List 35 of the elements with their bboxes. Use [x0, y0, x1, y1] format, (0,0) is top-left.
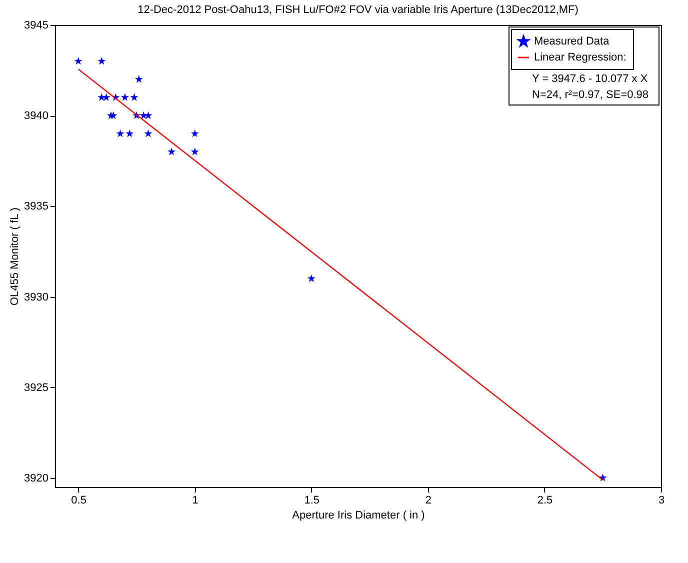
point [307, 274, 316, 282]
point [74, 57, 82, 65]
annotation: N=24, r²=0.97, SE=0.98 [532, 89, 648, 101]
point [168, 148, 176, 156]
point [98, 93, 106, 101]
legend-label: Measured Data [534, 36, 610, 48]
y-tick-label: 3940 [24, 110, 48, 122]
point [144, 111, 152, 119]
x-tick-label: 3 [658, 494, 665, 506]
point [109, 111, 118, 119]
x-tick-label: 1 [192, 494, 198, 506]
point [190, 130, 199, 138]
y-tick-label: 3930 [24, 291, 48, 304]
y-tick-label: 3925 [24, 382, 48, 394]
point [126, 130, 134, 138]
y-tick-label: 3935 [24, 200, 48, 213]
point [116, 130, 124, 138]
point [134, 75, 143, 83]
x-tick-label: 2.5 [537, 494, 553, 506]
legend-label: Linear Regression: [534, 52, 626, 64]
x-tick-label: 2 [425, 494, 432, 506]
x-tick-label: 1.5 [304, 494, 320, 506]
point [144, 130, 152, 138]
y-tick-label: 3945 [24, 20, 48, 32]
point [98, 57, 106, 65]
point [190, 148, 199, 156]
x-axis-title: Aperture Iris Diameter ( in ) [292, 510, 425, 522]
annotation: Y = 3947.6 - 10.077 x X [532, 73, 648, 85]
y-axis-title: OL455 Monitor ( fL ) [9, 207, 22, 306]
chart-title: 12-Dec-2012 Post-Oahu13, FISH Lu/FO#2 FOV via variable Iris Aperture (13Dec2012,MF) [138, 4, 578, 16]
point [102, 93, 110, 101]
y-tick-label: 3920 [24, 472, 48, 484]
point [120, 93, 129, 101]
x-tick-label: 0.5 [71, 494, 86, 506]
point [130, 93, 138, 101]
